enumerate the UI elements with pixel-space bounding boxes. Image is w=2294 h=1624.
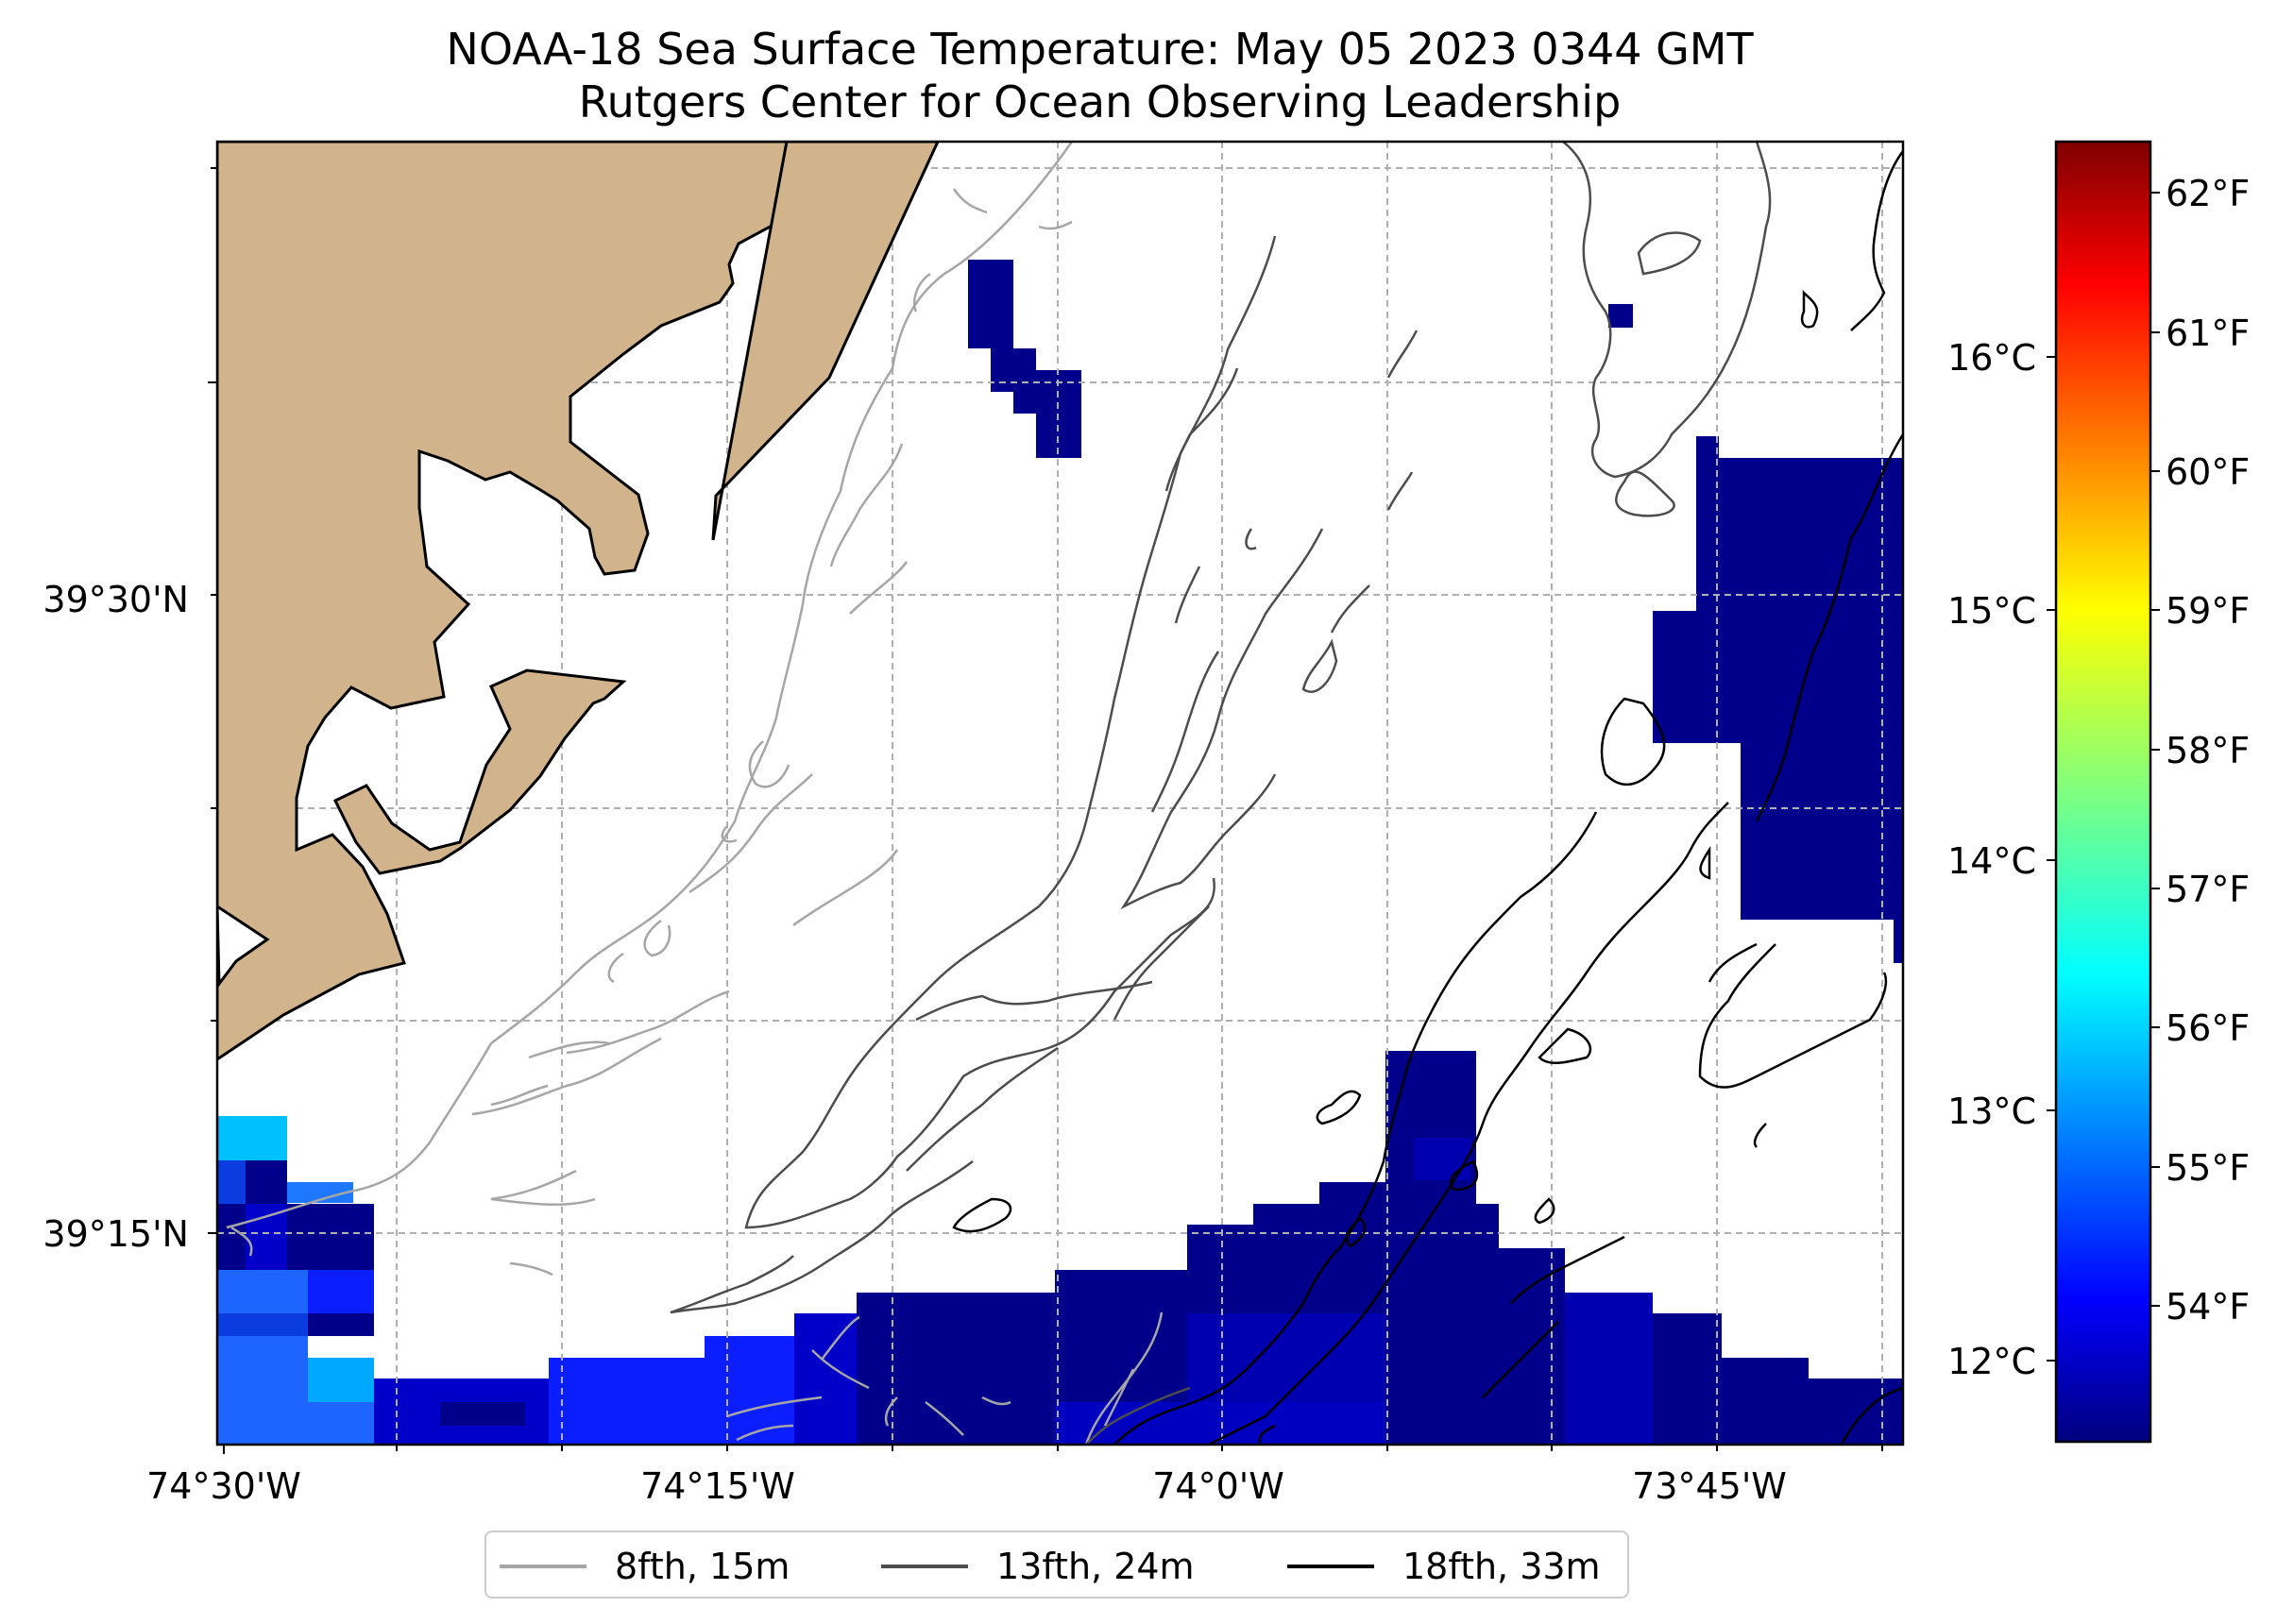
colorbar-f-label: 57°F — [2166, 869, 2250, 910]
y-tick-label: 39°30'N — [42, 579, 189, 620]
colorbar-c-label: 15°C — [1947, 590, 2036, 632]
x-tick-label: 74°15'W — [640, 1465, 795, 1507]
sst-cells — [217, 260, 1903, 1445]
map-subtitle: Rutgers Center for Ocean Observing Leade… — [578, 76, 1622, 127]
map-frame — [215, 140, 1905, 1446]
y-tick-label: 39°15'N — [42, 1213, 189, 1255]
colorbar-f-label: 55°F — [2166, 1147, 2250, 1189]
colorbar-f-label: 56°F — [2166, 1007, 2250, 1049]
legend-label: 18fth, 33m — [1402, 1546, 1601, 1587]
colorbar-c-label: 14°C — [1947, 840, 2036, 882]
colorbar-c-label: 12°C — [1947, 1341, 2036, 1382]
isobath-18fth — [952, 150, 1903, 1445]
map-title: NOAA-18 Sea Surface Temperature: May 05 … — [446, 24, 1754, 75]
legend-item-13fth: 13fth, 24m — [881, 1532, 1195, 1600]
colorbar-gradient — [2054, 140, 2152, 1444]
legend-line-13fth — [881, 1565, 968, 1568]
isobath-13fth — [670, 142, 1772, 1445]
tick-marks — [208, 167, 1883, 1454]
x-tick-label: 73°45'W — [1632, 1465, 1787, 1507]
colorbar-f-label: 58°F — [2166, 730, 2250, 771]
legend-item-18fth: 18fth, 33m — [1287, 1532, 1601, 1600]
colorbar-f-label: 60°F — [2166, 451, 2250, 493]
legend: 8fth, 15m 13fth, 24m 18fth, 33m — [484, 1531, 1629, 1599]
colorbar-f-label: 61°F — [2166, 313, 2250, 354]
legend-item-8fth: 8fth, 15m — [500, 1532, 790, 1600]
map-area — [217, 142, 1903, 1445]
legend-label: 8fth, 15m — [615, 1546, 790, 1587]
x-tick-label: 74°0'W — [1152, 1465, 1284, 1507]
colorbar-f-label: 54°F — [2166, 1286, 2250, 1328]
colorbar-f-label: 59°F — [2166, 590, 2250, 632]
legend-line-8fth — [500, 1565, 586, 1568]
isobath-8fth — [226, 142, 1164, 1445]
colorbar: 16°C 15°C 14°C 13°C 12°C 62°F 61°F 60°F … — [1947, 140, 2250, 1444]
land — [217, 142, 940, 1061]
gridlines — [217, 142, 1903, 1445]
colorbar-c-label: 16°C — [1947, 337, 2036, 379]
colorbar-c-label: 13°C — [1947, 1091, 2036, 1132]
legend-line-18fth — [1287, 1565, 1374, 1568]
x-tick-label: 74°30'W — [146, 1465, 301, 1507]
colorbar-f-label: 62°F — [2166, 173, 2250, 214]
legend-label: 13fth, 24m — [996, 1546, 1195, 1587]
